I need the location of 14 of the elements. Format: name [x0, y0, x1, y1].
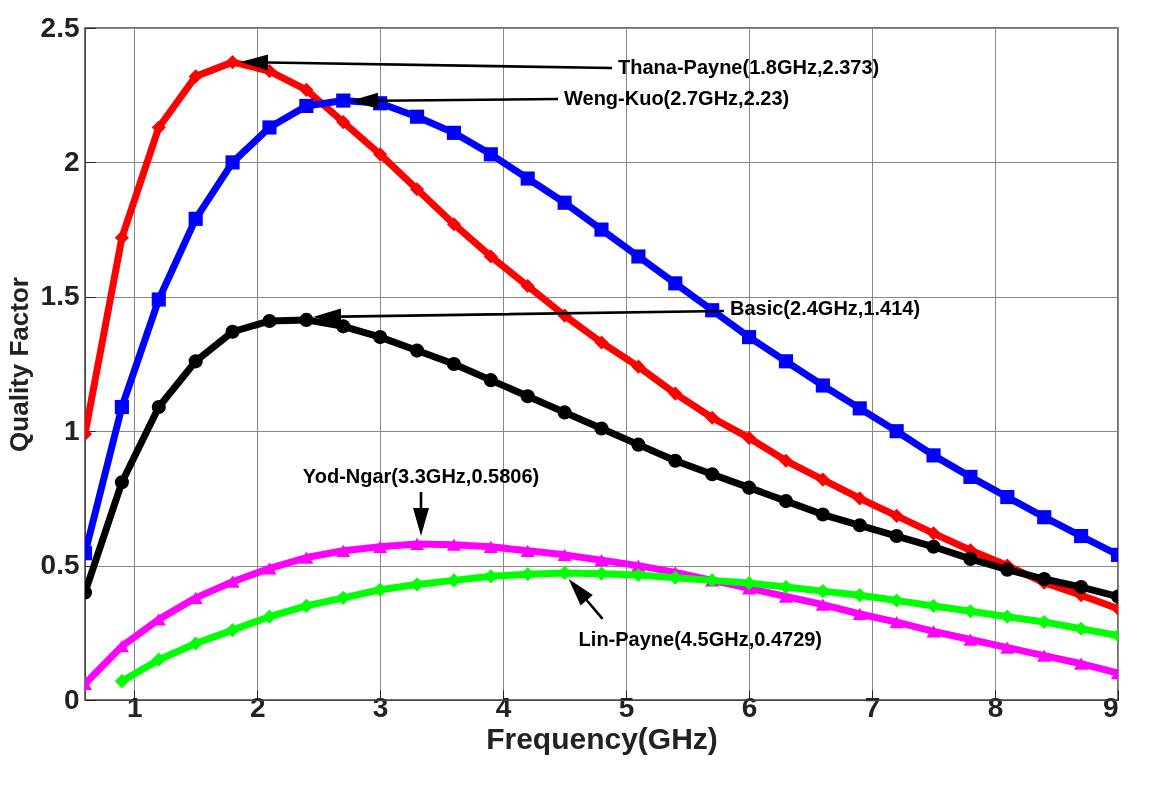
y-tick-label: 1.5	[40, 280, 80, 312]
annotation: Basic(2.4GHz,1.414)	[730, 297, 921, 319]
annotation: Thana-Payne(1.8GHz,2.373)	[618, 56, 880, 78]
x-axis-title: Frequency(GHz)	[486, 721, 718, 755]
annotation: Weng-Kuo(2.7GHz,2.23)	[564, 87, 790, 109]
y-tick-label: 2	[63, 145, 80, 177]
y-tick-label: 0	[63, 683, 80, 715]
y-tick-label: 1	[63, 414, 80, 446]
y-tick-label: 0.5	[40, 549, 80, 581]
annotation: Lin-Payne(4.5GHz,0.4729)	[578, 627, 823, 650]
x-tick-label: 4	[495, 691, 512, 723]
y-tick-label: 2.5	[40, 11, 80, 43]
y-axis-title: Quality Factor	[3, 277, 34, 452]
annotation: Yod-Ngar(3.3GHz,0.5806)	[302, 464, 540, 487]
